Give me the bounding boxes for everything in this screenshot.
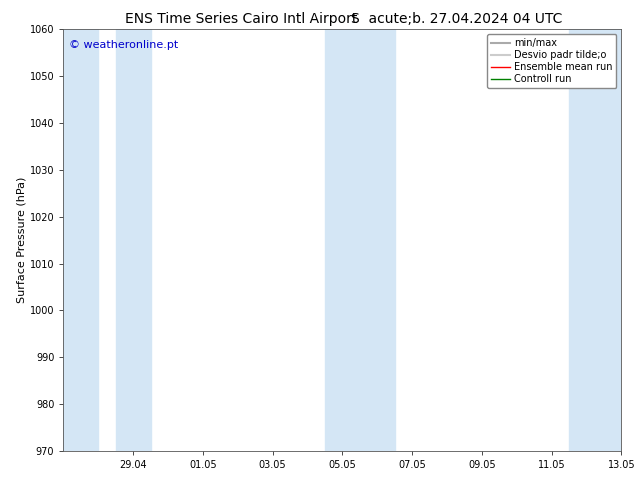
Text: © weatheronline.pt: © weatheronline.pt xyxy=(69,40,178,50)
Text: S  acute;b. 27.04.2024 04 UTC: S acute;b. 27.04.2024 04 UTC xyxy=(351,12,562,26)
Y-axis label: Surface Pressure (hPa): Surface Pressure (hPa) xyxy=(17,177,27,303)
Bar xyxy=(115,29,150,451)
Bar xyxy=(359,29,394,451)
Bar xyxy=(63,29,98,451)
Bar xyxy=(325,29,359,451)
Legend: min/max, Desvio padr tilde;o, Ensemble mean run, Controll run: min/max, Desvio padr tilde;o, Ensemble m… xyxy=(487,34,616,88)
Text: ENS Time Series Cairo Intl Airport: ENS Time Series Cairo Intl Airport xyxy=(125,12,357,26)
Bar xyxy=(569,29,604,451)
Bar xyxy=(604,29,621,451)
